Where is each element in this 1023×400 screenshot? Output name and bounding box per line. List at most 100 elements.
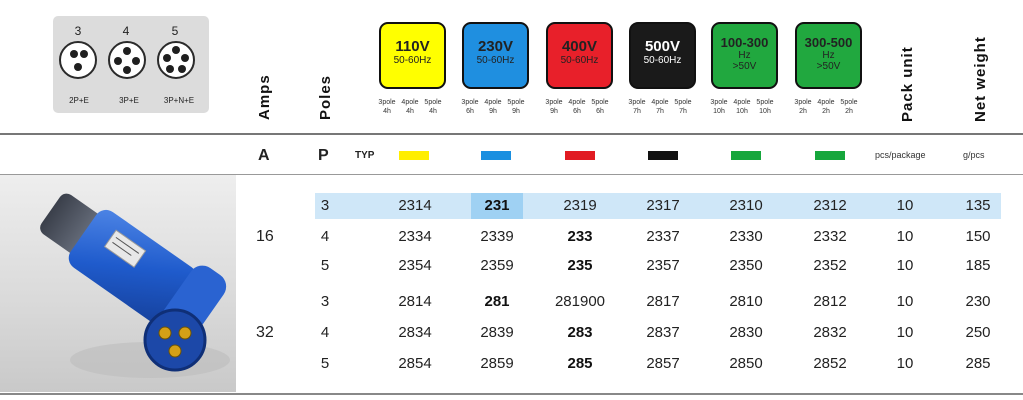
pin-label-3p-e: 3P+E <box>119 96 139 105</box>
voltage-110v-box: 110V 50-60Hz <box>379 22 446 89</box>
pole-hour-label: 4pole 9h <box>484 99 502 115</box>
pin-label-2p-e: 2P+E <box>69 96 89 105</box>
product-code: 2310 <box>729 197 763 214</box>
plug-image <box>40 193 230 378</box>
product-code: 2814 <box>398 293 432 310</box>
pole-hour-label: 3pole 2h <box>794 99 812 115</box>
pack-unit-value: 10 <box>896 197 914 214</box>
header-net-weight: Net weight <box>972 36 989 122</box>
voltage-threshold-label: >50V <box>816 61 841 72</box>
header-pack-unit: Pack unit <box>899 46 916 122</box>
pole-hour-label: 5pole 2h <box>840 99 858 115</box>
product-code: 2812 <box>813 293 847 310</box>
product-code: 2359 <box>480 257 514 274</box>
net-weight-value: 285 <box>965 355 991 372</box>
product-code: 2339 <box>480 228 514 245</box>
pole-hour-label: 5pole 7h <box>674 99 692 115</box>
product-code: 2314 <box>398 197 432 214</box>
frequency-label: 50-60Hz <box>560 55 599 66</box>
net-weight-value: 150 <box>965 228 991 245</box>
product-code: 2832 <box>813 324 847 341</box>
pole-hour-label: 5pole 10h <box>756 99 774 115</box>
voltage-230v-box: 230V 50-60Hz <box>462 22 529 89</box>
color-swatch-blue <box>481 151 511 160</box>
net-weight-value: 250 <box>965 324 991 341</box>
product-code: 281 <box>484 293 510 310</box>
pin-count-3: 3 <box>74 24 82 38</box>
poles-value: 5 <box>320 257 330 274</box>
poles-value: 3 <box>320 197 330 214</box>
pin-label-3p-n-e: 3P+N+E <box>163 96 195 105</box>
pack-unit-value: 10 <box>896 228 914 245</box>
net-weight-value: 185 <box>965 257 991 274</box>
voltage-500v-box: 500V 50-60Hz <box>629 22 696 89</box>
header-poles: Poles <box>317 74 334 120</box>
frequency-100-300-box: 100-300 Hz >50V <box>711 22 778 89</box>
pack-unit-value: 10 <box>896 355 914 372</box>
amps-value: 16 <box>256 228 274 245</box>
product-code: 2354 <box>398 257 432 274</box>
pin-count-4: 4 <box>122 24 130 38</box>
pole-hour-label: 5pole 6h <box>591 99 609 115</box>
product-code: 231 <box>484 197 510 214</box>
product-code: 2317 <box>646 197 680 214</box>
pole-hour-label: 3pole 9h <box>545 99 563 115</box>
poles-value: 3 <box>320 293 330 310</box>
pole-hour-label: 5pole 9h <box>507 99 525 115</box>
pin-count-5: 5 <box>171 24 179 38</box>
pin-configuration-panel: 3 4 5 2P+E 3P+E 3P+N+E <box>53 16 209 113</box>
hz-label: Hz <box>738 50 751 61</box>
highlighted-row <box>315 193 1001 219</box>
product-code: 2357 <box>646 257 680 274</box>
product-code: 2337 <box>646 228 680 245</box>
voltage-label: 110V <box>395 38 430 55</box>
product-code: 2834 <box>398 324 432 341</box>
unit-pack: pcs/package <box>875 150 926 160</box>
net-weight-value: 230 <box>965 293 991 310</box>
color-swatch-black <box>648 151 678 160</box>
product-code: 2810 <box>729 293 763 310</box>
pole-hour-label: 3pole 4h <box>378 99 396 115</box>
header-amps: Amps <box>256 74 273 120</box>
voltage-label: 400V <box>561 38 598 55</box>
pole-hour-label: 4pole 2h <box>817 99 835 115</box>
typ-label: TYP <box>355 150 375 161</box>
frequency-label: 50-60Hz <box>476 55 515 66</box>
voltage-label: 500V <box>644 38 681 55</box>
product-code: 2334 <box>398 228 432 245</box>
frequency-range-label: 300-500 <box>804 35 853 50</box>
pack-unit-value: 10 <box>896 257 914 274</box>
product-code: 2854 <box>398 355 432 372</box>
units-divider <box>0 174 1023 175</box>
product-code: 2859 <box>480 355 514 372</box>
product-code: 2350 <box>729 257 763 274</box>
pole-hour-label: 3pole 7h <box>628 99 646 115</box>
product-code: 233 <box>567 228 593 245</box>
pole-hour-label: 5pole 4h <box>424 99 442 115</box>
socket-3-pin-icon <box>59 41 97 79</box>
pole-hour-label: 4pole 6h <box>568 99 586 115</box>
highlighted-cell <box>471 193 523 219</box>
product-code: 2850 <box>729 355 763 372</box>
header-divider <box>0 133 1023 135</box>
unit-weight: g/pcs <box>963 150 985 160</box>
pole-hour-label: 4pole 7h <box>651 99 669 115</box>
frequency-label: 50-60Hz <box>643 55 682 66</box>
product-code: 281900 <box>554 293 606 310</box>
pole-hour-label: 4pole 10h <box>733 99 751 115</box>
voltage-threshold-label: >50V <box>732 61 757 72</box>
product-code: 2312 <box>813 197 847 214</box>
product-code: 2852 <box>813 355 847 372</box>
product-code: 235 <box>567 257 593 274</box>
product-code: 2352 <box>813 257 847 274</box>
frequency-range-label: 100-300 <box>720 35 769 50</box>
color-swatch-red <box>565 151 595 160</box>
product-code: 2330 <box>729 228 763 245</box>
hz-label: Hz <box>822 50 835 61</box>
frequency-label: 50-60Hz <box>393 55 432 66</box>
pole-hour-label: 3pole 10h <box>710 99 728 115</box>
color-swatch-yellow <box>399 151 429 160</box>
product-code: 2839 <box>480 324 514 341</box>
product-code: 2319 <box>563 197 597 214</box>
color-swatch-green <box>731 151 761 160</box>
